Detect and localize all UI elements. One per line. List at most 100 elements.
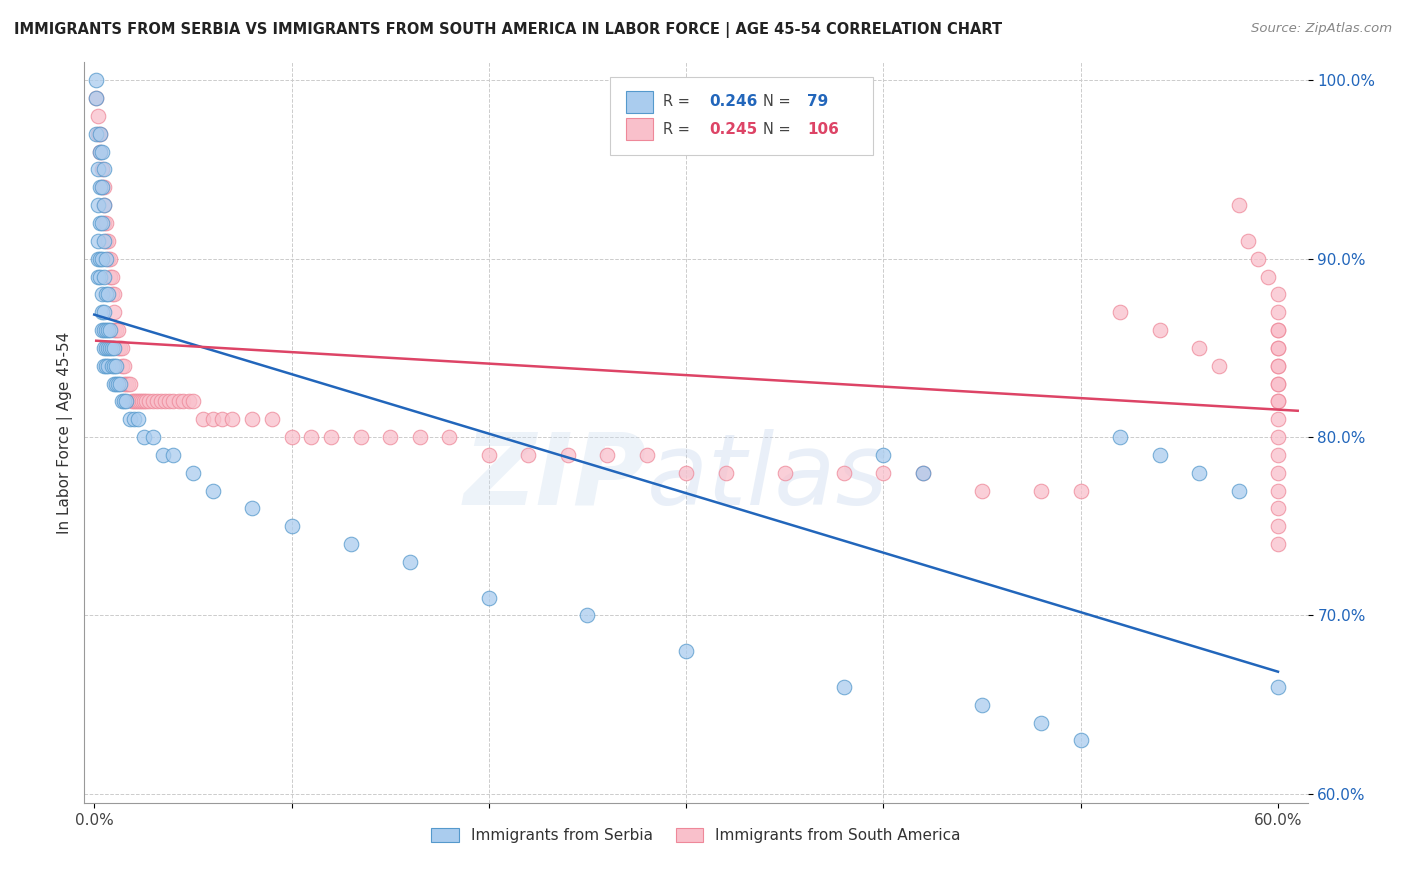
Point: [1227, 198, 1250, 212]
Point: [111, 394, 134, 409]
Point: [399, 555, 422, 569]
Point: [167, 394, 190, 409]
Point: [1267, 287, 1289, 301]
Point: [339, 537, 361, 551]
Point: [103, 323, 125, 337]
Point: [91, 305, 114, 319]
Point: [1267, 359, 1289, 373]
Point: [675, 466, 697, 480]
Point: [84, 127, 107, 141]
Point: [172, 394, 194, 409]
Point: [103, 305, 125, 319]
Point: [93, 180, 115, 194]
Point: [117, 376, 139, 391]
Point: [121, 394, 143, 409]
Point: [103, 287, 125, 301]
Legend: Immigrants from Serbia, Immigrants from South America: Immigrants from Serbia, Immigrants from …: [423, 820, 969, 851]
Point: [97, 323, 120, 337]
Point: [380, 430, 402, 444]
Point: [872, 466, 894, 480]
Point: [517, 448, 540, 462]
Point: [138, 394, 160, 409]
Point: [107, 341, 129, 355]
Text: ZIP: ZIP: [464, 428, 647, 525]
Point: [1267, 394, 1289, 409]
Point: [146, 394, 169, 409]
Point: [1031, 483, 1053, 498]
Point: [91, 180, 114, 194]
Point: [89, 216, 111, 230]
Point: [211, 412, 233, 426]
Point: [177, 394, 200, 409]
Point: [84, 91, 107, 105]
Point: [1247, 252, 1270, 266]
Text: R =: R =: [664, 95, 695, 109]
Y-axis label: In Labor Force | Age 45-54: In Labor Force | Age 45-54: [58, 332, 73, 533]
Point: [478, 591, 501, 605]
Point: [91, 287, 114, 301]
Point: [112, 359, 135, 373]
Point: [1267, 412, 1289, 426]
Point: [128, 394, 150, 409]
Point: [162, 394, 184, 409]
Point: [108, 376, 131, 391]
Point: [107, 323, 129, 337]
Point: [478, 448, 501, 462]
Point: [832, 680, 855, 694]
Point: [104, 323, 127, 337]
Point: [240, 501, 263, 516]
Point: [94, 234, 117, 248]
Point: [89, 127, 111, 141]
Point: [152, 448, 174, 462]
Point: [101, 269, 124, 284]
Point: [714, 466, 737, 480]
Point: [87, 234, 110, 248]
Point: [191, 412, 214, 426]
Point: [97, 287, 120, 301]
Point: [155, 394, 177, 409]
Point: [181, 394, 204, 409]
Point: [1267, 519, 1289, 533]
Point: [1257, 269, 1279, 284]
Point: [114, 376, 136, 391]
Point: [150, 394, 173, 409]
Point: [114, 394, 136, 409]
Point: [1031, 715, 1053, 730]
Text: IMMIGRANTS FROM SERBIA VS IMMIGRANTS FROM SOUTH AMERICA IN LABOR FORCE | AGE 45-: IMMIGRANTS FROM SERBIA VS IMMIGRANTS FRO…: [14, 22, 1002, 38]
Point: [127, 412, 149, 426]
Point: [636, 448, 658, 462]
Point: [97, 234, 120, 248]
Point: [101, 287, 124, 301]
Point: [1070, 483, 1092, 498]
Text: N =: N =: [763, 121, 796, 136]
Point: [91, 216, 114, 230]
Point: [98, 252, 121, 266]
Point: [91, 252, 114, 266]
Point: [84, 91, 107, 105]
Point: [1188, 466, 1211, 480]
Point: [1267, 305, 1289, 319]
Point: [93, 323, 115, 337]
Point: [98, 341, 121, 355]
Point: [1267, 376, 1289, 391]
Point: [911, 466, 934, 480]
Point: [675, 644, 697, 658]
Point: [911, 466, 934, 480]
Point: [93, 269, 115, 284]
Point: [87, 109, 110, 123]
Point: [87, 162, 110, 177]
Point: [91, 180, 114, 194]
Point: [108, 341, 131, 355]
Point: [832, 466, 855, 480]
Point: [87, 252, 110, 266]
Point: [112, 376, 135, 391]
Point: [94, 287, 117, 301]
Point: [280, 519, 302, 533]
Text: Source: ZipAtlas.com: Source: ZipAtlas.com: [1251, 22, 1392, 36]
Point: [89, 252, 111, 266]
Text: 106: 106: [807, 121, 839, 136]
Point: [773, 466, 796, 480]
Point: [93, 234, 115, 248]
Point: [87, 198, 110, 212]
Point: [131, 394, 153, 409]
